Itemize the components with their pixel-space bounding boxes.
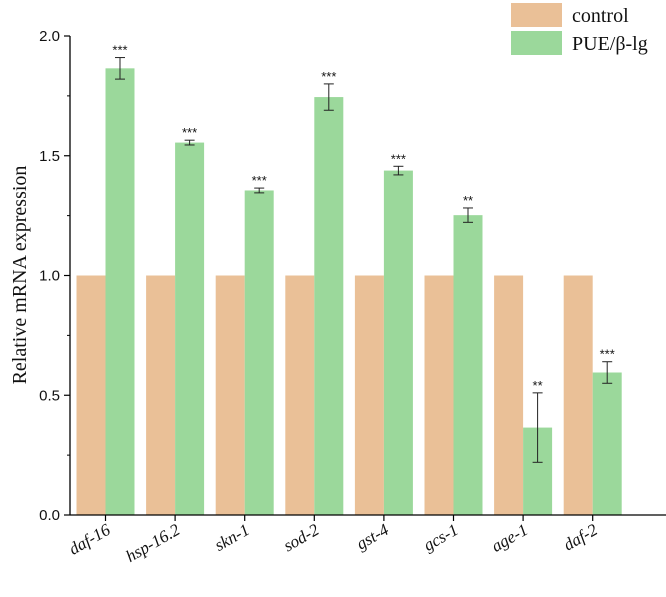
bar-control-hsp-16.2 bbox=[146, 275, 176, 515]
bar-treatment-hsp-16.2 bbox=[175, 142, 205, 515]
significance-label-gst-4: *** bbox=[391, 151, 406, 166]
bar-control-gst-4 bbox=[354, 275, 384, 515]
bar-control-daf-16 bbox=[76, 275, 106, 515]
bar-treatment-gst-4 bbox=[383, 170, 413, 515]
significance-label-sod-2: *** bbox=[321, 69, 336, 84]
y-axis-label: Relative mRNA expression bbox=[9, 166, 31, 385]
y-tick-label: 0.0 bbox=[39, 507, 60, 524]
bar-control-sod-2 bbox=[285, 275, 315, 515]
significance-label-daf-16: *** bbox=[112, 43, 127, 58]
bar-control-age-1 bbox=[494, 275, 524, 515]
legend-swatch-control bbox=[511, 3, 562, 27]
bar-control-gcs-1 bbox=[424, 275, 454, 515]
significance-label-age-1: ** bbox=[533, 378, 543, 393]
x-tick-label-hsp-16.2: hsp-16.2 bbox=[122, 520, 183, 566]
x-tick-label-daf-16: daf-16 bbox=[66, 520, 114, 559]
bar-treatment-skn-1 bbox=[244, 190, 274, 516]
significance-group: ********************** bbox=[112, 43, 614, 393]
legend-label-treatment: PUE/β-lg bbox=[572, 33, 648, 55]
x-tick-label-gst-4: gst-4 bbox=[353, 520, 392, 554]
bar-treatment-sod-2 bbox=[314, 97, 344, 515]
bars-group bbox=[76, 68, 622, 516]
bar-treatment-daf-2 bbox=[592, 372, 622, 515]
legend-swatch-treatment bbox=[511, 31, 562, 55]
legend: control PUE/β-lg bbox=[511, 3, 648, 55]
x-tick-label-age-1: age-1 bbox=[488, 520, 531, 556]
y-tick-label: 0.5 bbox=[39, 387, 60, 404]
x-tick-label-skn-1: skn-1 bbox=[211, 520, 252, 555]
bar-control-daf-2 bbox=[563, 275, 593, 515]
significance-label-hsp-16.2: *** bbox=[182, 125, 197, 140]
x-ticks-group: daf-16 hsp-16.2 skn-1 sod-2 gst-4 gcs-1 age-1 d… bbox=[66, 515, 601, 566]
y-tick-label: 2.0 bbox=[39, 28, 60, 45]
bar-treatment-daf-16 bbox=[105, 68, 135, 516]
y-tick-label: 1.0 bbox=[39, 268, 60, 285]
significance-label-gcs-1: ** bbox=[463, 193, 473, 208]
error-bars-group bbox=[115, 57, 613, 463]
y-tick-label: 1.5 bbox=[39, 148, 60, 165]
significance-label-daf-2: *** bbox=[600, 347, 615, 362]
y-ticks-group: 0.0 0.5 1.0 1.5 2.0 bbox=[39, 28, 70, 524]
bar-treatment-gcs-1 bbox=[453, 215, 483, 515]
x-tick-label-daf-2: daf-2 bbox=[560, 520, 601, 555]
x-tick-label-sod-2: sod-2 bbox=[280, 520, 323, 556]
legend-label-control: control bbox=[572, 5, 629, 27]
significance-label-skn-1: *** bbox=[252, 173, 267, 188]
bar-control-skn-1 bbox=[215, 275, 245, 515]
x-tick-label-gcs-1: gcs-1 bbox=[420, 520, 461, 555]
